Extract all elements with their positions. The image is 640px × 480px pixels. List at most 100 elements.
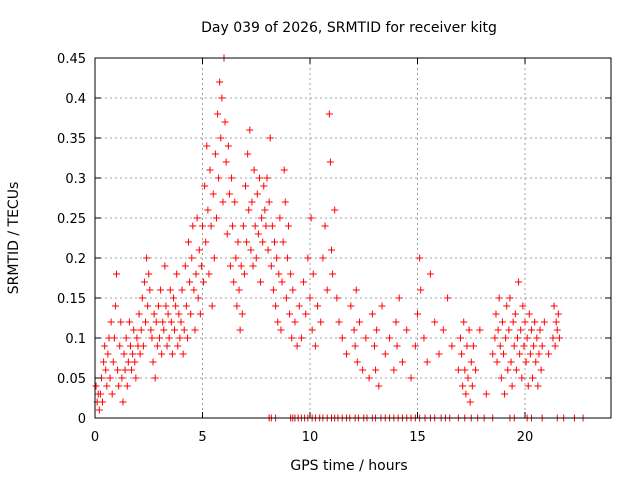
data-point: [508, 382, 516, 390]
data-point: [130, 326, 138, 334]
data-point: [203, 142, 211, 150]
data-point: [272, 302, 280, 310]
data-point: [222, 158, 230, 166]
data-point: [242, 182, 249, 190]
data-point: [278, 278, 286, 286]
data-point: [126, 342, 134, 350]
data-point: [174, 342, 182, 350]
data-point: [190, 286, 198, 294]
data-point: [200, 278, 208, 286]
data-point: [540, 318, 548, 326]
data-point: [295, 302, 303, 310]
data-point: [549, 334, 557, 342]
data-point: [464, 374, 472, 382]
data-point: [172, 302, 180, 310]
data-point: [506, 294, 514, 302]
data-point: [350, 326, 358, 334]
x-tick-labels: 0 5 10 15 20: [91, 430, 533, 445]
data-point: [491, 334, 499, 342]
data-point: [420, 334, 428, 342]
data-point: [181, 262, 189, 270]
data-point: [150, 310, 158, 318]
data-point: [343, 350, 351, 358]
data-point: [147, 326, 155, 334]
data-point: [252, 254, 260, 262]
data-point: [263, 174, 271, 182]
y-tick-label: 0.35: [57, 132, 86, 147]
data-point: [262, 222, 270, 230]
data-point: [178, 286, 186, 294]
data-point: [505, 326, 513, 334]
data-point: [520, 342, 528, 350]
data-point: [498, 318, 506, 326]
data-point: [113, 270, 120, 278]
data-point: [531, 318, 539, 326]
data-point: [291, 318, 299, 326]
data-point: [530, 342, 538, 350]
data-point: [193, 214, 201, 222]
data-point: [158, 350, 166, 358]
data-point: [511, 310, 519, 318]
data-point: [392, 318, 400, 326]
data-point: [136, 350, 144, 358]
data-point: [279, 238, 287, 246]
data-point: [466, 398, 474, 406]
data-point: [107, 318, 115, 326]
data-point: [393, 342, 401, 350]
data-point: [314, 302, 322, 310]
data-point: [100, 358, 108, 366]
data-point: [524, 382, 532, 390]
data-point: [132, 374, 140, 382]
data-point: [124, 358, 132, 366]
data-point: [139, 342, 147, 350]
y-tick-label: 0.45: [57, 52, 86, 67]
data-point: [96, 390, 104, 398]
data-point: [122, 334, 130, 342]
data-point: [493, 358, 501, 366]
data-point: [325, 110, 333, 118]
data-point: [378, 302, 386, 310]
data-point: [111, 302, 119, 310]
data-point: [416, 254, 424, 262]
data-point: [331, 206, 339, 214]
data-point: [417, 286, 425, 294]
data-point: [503, 302, 511, 310]
data-point: [289, 286, 297, 294]
data-point: [206, 166, 214, 174]
data-point: [180, 326, 188, 334]
data-point: [167, 318, 175, 326]
data-point: [125, 318, 133, 326]
data-point: [219, 198, 227, 206]
data-point: [553, 326, 561, 334]
data-point: [148, 334, 156, 342]
data-point: [507, 358, 515, 366]
data-point: [494, 326, 502, 334]
data-point: [259, 238, 267, 246]
data-point: [144, 302, 152, 310]
y-tick-label: 0.1: [65, 332, 86, 347]
data-point: [171, 326, 179, 334]
data-point: [119, 398, 127, 406]
data-points: [92, 54, 587, 422]
data-point: [192, 270, 200, 278]
data-point: [302, 310, 310, 318]
data-point: [538, 342, 546, 350]
data-point: [282, 294, 290, 302]
data-point: [395, 294, 403, 302]
data-point: [518, 374, 526, 382]
data-point: [287, 270, 295, 278]
data-point: [161, 262, 169, 270]
data-point: [169, 294, 177, 302]
data-point: [463, 342, 471, 350]
data-point: [157, 286, 165, 294]
data-point: [551, 342, 559, 350]
data-point: [187, 310, 195, 318]
data-point: [217, 134, 225, 142]
data-point: [286, 310, 294, 318]
data-point: [532, 358, 540, 366]
data-point: [462, 390, 470, 398]
data-point: [265, 198, 273, 206]
data-point: [269, 286, 277, 294]
data-point: [99, 398, 107, 406]
data-point: [211, 150, 219, 158]
